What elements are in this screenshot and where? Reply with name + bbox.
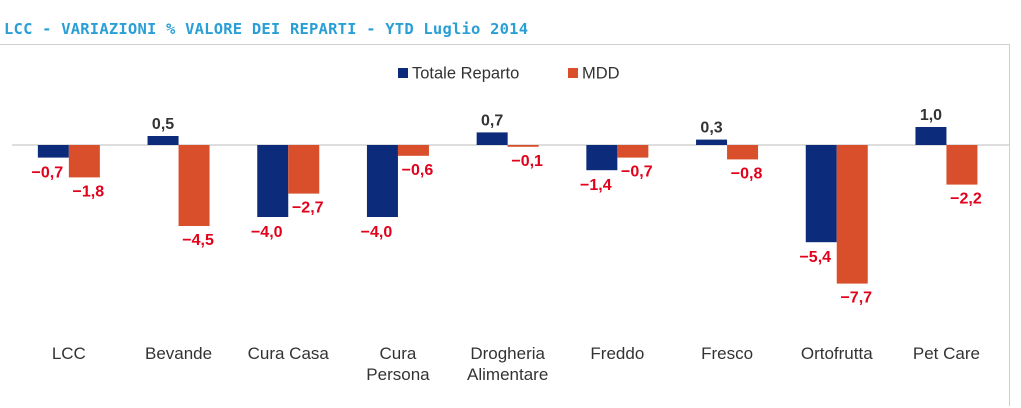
bar-mdd-2	[288, 145, 320, 194]
bar-totale-reparto-2	[257, 145, 289, 217]
data-label-mdd-4: −0,1	[511, 153, 543, 170]
data-label-totale-reparto-0: −0,7	[32, 165, 64, 182]
data-label-mdd-8: −2,2	[950, 191, 982, 208]
bar-totale-reparto-5	[586, 145, 618, 171]
bar-totale-reparto-6	[696, 139, 728, 145]
bar-mdd-7	[836, 145, 868, 284]
data-label-totale-reparto-6: 0,3	[700, 120, 722, 137]
bar-mdd-4	[507, 145, 539, 147]
bar-mdd-3	[397, 145, 429, 156]
data-label-mdd-0: −1,8	[73, 183, 105, 200]
category-label-0: LCC	[52, 344, 86, 363]
data-label-totale-reparto-3: −4,0	[361, 224, 393, 241]
bar-mdd-8	[946, 145, 978, 185]
category-label-8: Pet Care	[913, 344, 980, 363]
chart-title: LCC - VARIAZIONI % VALORE DEI REPARTI - …	[4, 20, 529, 38]
data-label-totale-reparto-5: −1,4	[580, 177, 612, 194]
category-label-7: Ortofrutta	[801, 344, 873, 363]
legend-swatch-2	[568, 68, 578, 78]
data-label-mdd-6: −0,8	[731, 165, 763, 182]
category-label-4: Alimentare	[467, 365, 548, 384]
category-label-3: Persona	[366, 365, 430, 384]
data-label-totale-reparto-7: −5,4	[799, 249, 831, 266]
category-label-2: Cura Casa	[248, 344, 330, 363]
data-label-totale-reparto-1: 0,5	[152, 116, 174, 133]
bar-totale-reparto-1	[147, 136, 179, 145]
chart-area	[0, 44, 1010, 406]
data-label-mdd-1: −4,5	[182, 232, 214, 249]
bar-totale-reparto-8	[915, 127, 947, 145]
data-label-mdd-3: −0,6	[402, 162, 434, 179]
category-label-1: Bevande	[145, 344, 212, 363]
category-label-3: Cura	[380, 344, 417, 363]
bar-mdd-1	[178, 145, 210, 226]
legend-swatch-1	[398, 68, 408, 78]
bar-totale-reparto-7	[805, 145, 837, 243]
category-label-4: Drogheria	[470, 344, 545, 363]
category-label-5: Freddo	[590, 344, 644, 363]
legend-label-1: Totale Reparto	[412, 65, 519, 83]
data-label-mdd-5: −0,7	[621, 164, 653, 181]
data-label-totale-reparto-8: 1,0	[920, 107, 942, 124]
legend-label-2: MDD	[582, 65, 620, 83]
bar-mdd-0	[68, 145, 100, 178]
bar-mdd-6	[727, 145, 759, 160]
category-label-6: Fresco	[701, 344, 753, 363]
data-label-totale-reparto-4: 0,7	[481, 112, 503, 129]
data-label-totale-reparto-2: −4,0	[251, 224, 283, 241]
data-label-mdd-7: −7,7	[840, 290, 872, 307]
bar-mdd-5	[617, 145, 649, 158]
bar-totale-reparto-3	[366, 145, 398, 217]
data-label-mdd-2: −2,7	[292, 200, 324, 217]
bar-totale-reparto-4	[476, 132, 508, 145]
bar-totale-reparto-0	[37, 145, 69, 158]
